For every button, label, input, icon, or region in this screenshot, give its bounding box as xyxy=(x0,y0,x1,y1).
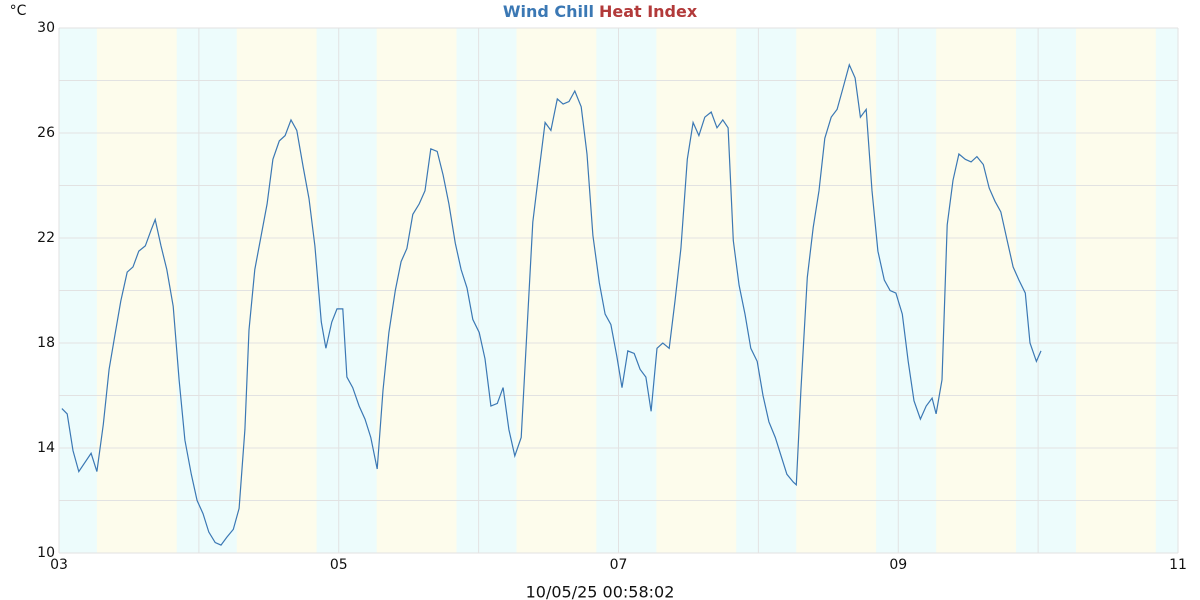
x-tick-label: 07 xyxy=(610,557,628,573)
x-tick-label: 09 xyxy=(889,557,907,573)
plot-background xyxy=(58,27,1179,554)
y-tick-label: 30 xyxy=(37,20,55,36)
legend: Wind Chill Heat Index xyxy=(503,2,698,21)
y-unit-label: °C xyxy=(10,3,27,19)
data-line xyxy=(61,63,1042,546)
x-tick-label: 05 xyxy=(330,557,348,573)
y-tick-label: 22 xyxy=(37,230,55,246)
timestamp-label: 10/05/25 00:58:02 xyxy=(526,583,675,600)
legend-entry: Wind Chill xyxy=(503,2,594,21)
x-tick-label: 03 xyxy=(50,557,68,573)
y-tick-label: 26 xyxy=(37,125,55,141)
y-tick-label: 10 xyxy=(37,545,55,561)
y-tick-label: 18 xyxy=(37,335,55,351)
x-tick-label: 11 xyxy=(1169,557,1187,573)
legend-entry: Heat Index xyxy=(599,2,698,21)
y-tick-label: 14 xyxy=(37,440,55,456)
